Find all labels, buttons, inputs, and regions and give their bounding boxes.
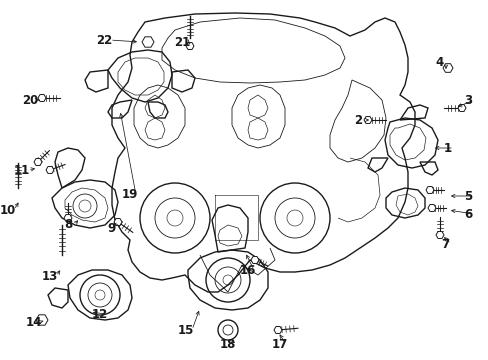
Text: 17: 17 (271, 338, 287, 351)
Polygon shape (363, 117, 371, 123)
Text: 3: 3 (463, 94, 471, 107)
Text: 13: 13 (42, 270, 58, 283)
Polygon shape (64, 215, 72, 221)
Text: 5: 5 (463, 189, 471, 202)
Text: 8: 8 (64, 219, 72, 231)
Polygon shape (425, 186, 433, 193)
Polygon shape (36, 315, 48, 325)
Polygon shape (114, 219, 122, 225)
Text: 10: 10 (0, 203, 16, 216)
Text: 14: 14 (26, 315, 42, 328)
Text: 7: 7 (440, 238, 448, 251)
Polygon shape (142, 37, 154, 47)
Polygon shape (250, 257, 259, 264)
Polygon shape (427, 204, 435, 211)
Text: 12: 12 (92, 307, 108, 320)
Text: 11: 11 (14, 163, 30, 176)
Text: 21: 21 (174, 36, 190, 49)
Polygon shape (46, 167, 54, 174)
Text: 2: 2 (353, 113, 361, 126)
Text: 4: 4 (435, 55, 443, 68)
Text: 16: 16 (239, 264, 256, 276)
Text: 19: 19 (122, 189, 138, 202)
Text: 18: 18 (220, 338, 236, 351)
Text: 9: 9 (108, 221, 116, 234)
Text: 15: 15 (178, 324, 194, 337)
Text: 6: 6 (463, 207, 471, 220)
Polygon shape (38, 95, 46, 102)
Text: 22: 22 (96, 33, 112, 46)
Polygon shape (34, 158, 42, 166)
Polygon shape (442, 64, 452, 72)
Polygon shape (185, 42, 194, 49)
Polygon shape (457, 104, 465, 112)
Polygon shape (273, 327, 282, 333)
Text: 20: 20 (22, 94, 38, 107)
Polygon shape (435, 231, 443, 238)
Text: 1: 1 (443, 141, 451, 154)
